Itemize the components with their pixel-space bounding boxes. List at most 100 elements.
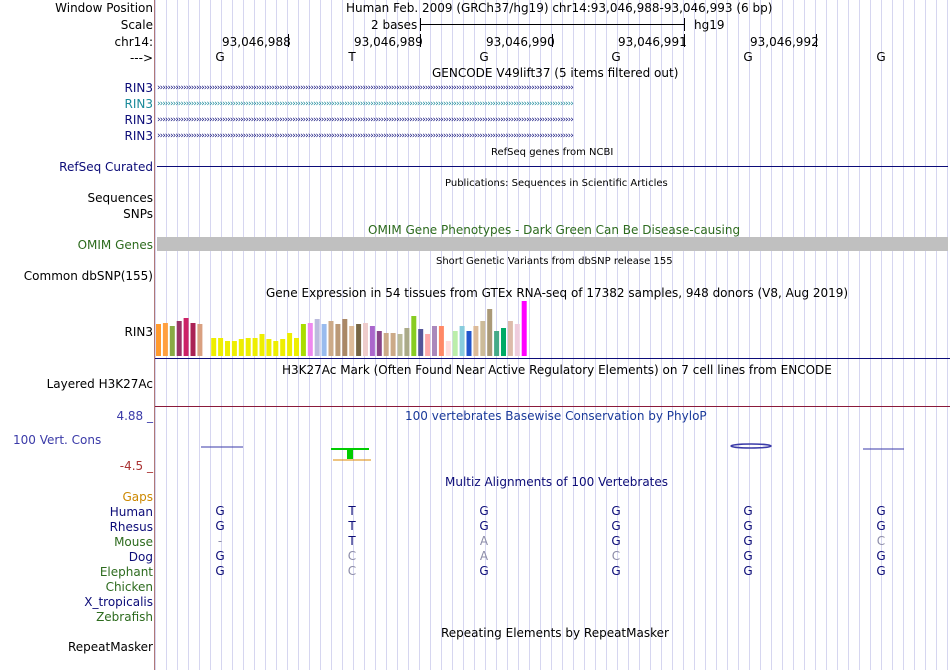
gencode-item-label[interactable]: RIN3 bbox=[124, 129, 154, 143]
dbsnp-track-title[interactable]: Short Genetic Variants from dbSNP releas… bbox=[436, 256, 673, 267]
phylop-mark bbox=[730, 443, 772, 449]
multiz-species-label[interactable]: Rhesus bbox=[109, 520, 153, 534]
phylop-track-title[interactable]: 100 vertebrates Basewise Conservation by… bbox=[405, 409, 707, 423]
grid-line bbox=[716, 0, 717, 670]
refseq-track-label[interactable]: RefSeq Curated bbox=[59, 160, 153, 174]
multiz-base: C bbox=[347, 549, 357, 563]
grid-line bbox=[221, 0, 222, 670]
dbsnp-track-label[interactable]: Common dbSNP(155) bbox=[23, 269, 153, 283]
gencode-item-label[interactable]: RIN3 bbox=[124, 97, 154, 111]
gtex-tissue-bar bbox=[383, 333, 389, 356]
gtex-tissue-bar bbox=[356, 324, 362, 356]
gtex-separator bbox=[155, 358, 950, 359]
multiz-species-label[interactable]: Zebrafish bbox=[96, 610, 153, 624]
gtex-tissue-bar bbox=[245, 338, 251, 356]
gencode-transcript[interactable]: ››››››››››››››››››››››››››››››››››››››››… bbox=[157, 99, 574, 109]
grid-line bbox=[573, 0, 574, 670]
grid-line bbox=[705, 0, 706, 670]
position-tick bbox=[288, 34, 289, 47]
window-position-value: Human Feb. 2009 (GRCh37/hg19) chr14:93,0… bbox=[346, 1, 773, 15]
position-label: 93,046,992 bbox=[750, 35, 819, 49]
gtex-tissue-bar bbox=[494, 331, 500, 356]
gtex-bar-chart[interactable] bbox=[155, 300, 950, 358]
publications-track-label[interactable]: Sequences bbox=[87, 191, 153, 205]
multiz-gaps-label[interactable]: Gaps bbox=[122, 490, 153, 504]
omim-track-title[interactable]: OMIM Gene Phenotypes - Dark Green Can Be… bbox=[368, 223, 741, 237]
gtex-tissue-bar bbox=[162, 323, 168, 356]
omim-track-label[interactable]: OMIM Genes bbox=[77, 238, 153, 252]
position-label: 93,046,990 bbox=[486, 35, 555, 49]
multiz-base: G bbox=[479, 564, 489, 578]
reference-base: T bbox=[348, 50, 356, 64]
gtex-tissue-bar bbox=[459, 326, 465, 356]
gtex-tissue-bar bbox=[169, 326, 175, 356]
gtex-tissue-bar bbox=[335, 324, 341, 356]
gtex-track-label[interactable]: RIN3 bbox=[124, 325, 154, 339]
grid-line bbox=[430, 0, 431, 670]
gtex-tissue-bar bbox=[252, 338, 258, 356]
multiz-species-label[interactable]: X_tropicalis bbox=[84, 595, 153, 609]
multiz-species-label[interactable]: Elephant bbox=[99, 565, 153, 579]
reference-base: G bbox=[876, 50, 886, 64]
scale-assembly: hg19 bbox=[694, 18, 725, 32]
grid-line bbox=[738, 0, 739, 670]
gtex-tissue-bar bbox=[480, 321, 486, 356]
grid-line bbox=[760, 0, 761, 670]
phylop-signal[interactable] bbox=[155, 438, 950, 464]
refseq-track-title[interactable]: RefSeq genes from NCBI bbox=[491, 147, 614, 158]
grid-line bbox=[210, 0, 211, 670]
grid-line bbox=[947, 0, 948, 670]
gencode-track-title[interactable]: GENCODE V49lift37 (5 items filtered out) bbox=[432, 66, 679, 80]
repeatmasker-track-label[interactable]: RepeatMasker bbox=[67, 640, 153, 654]
gencode-item-label[interactable]: RIN3 bbox=[124, 113, 154, 127]
snps-track-label[interactable]: SNPs bbox=[123, 207, 153, 221]
gtex-tissue-bar bbox=[514, 324, 520, 356]
multiz-base: G bbox=[743, 549, 753, 563]
gtex-tissue-bar bbox=[280, 339, 286, 356]
h3k27ac-track-label[interactable]: Layered H3K27Ac bbox=[46, 377, 153, 391]
grid-line bbox=[903, 0, 904, 670]
gtex-tissue-bar bbox=[156, 324, 161, 356]
grid-line bbox=[683, 0, 684, 670]
position-tick bbox=[420, 34, 421, 47]
multiz-track-title[interactable]: Multiz Alignments of 100 Vertebrates bbox=[445, 475, 669, 489]
gencode-transcript[interactable]: ››››››››››››››››››››››››››››››››››››››››… bbox=[157, 131, 574, 141]
omim-gene-bar[interactable] bbox=[157, 237, 948, 251]
phylop-track-label[interactable]: 100 Vert. Cons bbox=[13, 433, 102, 447]
multiz-species-label[interactable]: Mouse bbox=[114, 535, 153, 549]
repeatmasker-track-title[interactable]: Repeating Elements by RepeatMasker bbox=[441, 626, 669, 640]
grid-line bbox=[694, 0, 695, 670]
refseq-gene-line[interactable] bbox=[157, 166, 948, 167]
gencode-transcript[interactable]: ››››››››››››››››››››››››››››››››››››››››… bbox=[157, 83, 574, 93]
multiz-species-label[interactable]: Dog bbox=[128, 550, 153, 564]
grid-line bbox=[661, 0, 662, 670]
gencode-item-label[interactable]: RIN3 bbox=[124, 81, 154, 95]
grid-line bbox=[804, 0, 805, 670]
gencode-transcript[interactable]: ››››››››››››››››››››››››››››››››››››››››… bbox=[157, 115, 574, 125]
multiz-base: C bbox=[611, 549, 621, 563]
grid-line bbox=[749, 0, 750, 670]
gtex-tissue-bar bbox=[259, 334, 265, 356]
multiz-species-label[interactable]: Chicken bbox=[105, 580, 153, 594]
gtex-tissue-bar bbox=[501, 328, 506, 356]
gtex-tissue-bar bbox=[390, 333, 396, 356]
grid-line bbox=[672, 0, 673, 670]
grid-line bbox=[782, 0, 783, 670]
gtex-track-title[interactable]: Gene Expression in 54 tissues from GTEx … bbox=[266, 286, 849, 300]
multiz-base: G bbox=[215, 519, 225, 533]
h3k27ac-track-title[interactable]: H3K27Ac Mark (Often Found Near Active Re… bbox=[282, 363, 832, 377]
grid-line bbox=[870, 0, 871, 670]
grid-line bbox=[837, 0, 838, 670]
multiz-base: G bbox=[215, 564, 225, 578]
reference-base: G bbox=[479, 50, 489, 64]
grid-line bbox=[540, 0, 541, 670]
multiz-species-label[interactable]: Human bbox=[109, 505, 153, 519]
position-label: 93,046,991 bbox=[618, 35, 687, 49]
grid-line bbox=[232, 0, 233, 670]
phylop-min-label: -4.5 _ bbox=[119, 459, 153, 473]
multiz-base: G bbox=[611, 519, 621, 533]
grid-line bbox=[826, 0, 827, 670]
gtex-tissue-bar bbox=[307, 323, 313, 356]
multiz-base: A bbox=[479, 534, 489, 548]
publications-track-title[interactable]: Publications: Sequences in Scientific Ar… bbox=[445, 178, 668, 189]
